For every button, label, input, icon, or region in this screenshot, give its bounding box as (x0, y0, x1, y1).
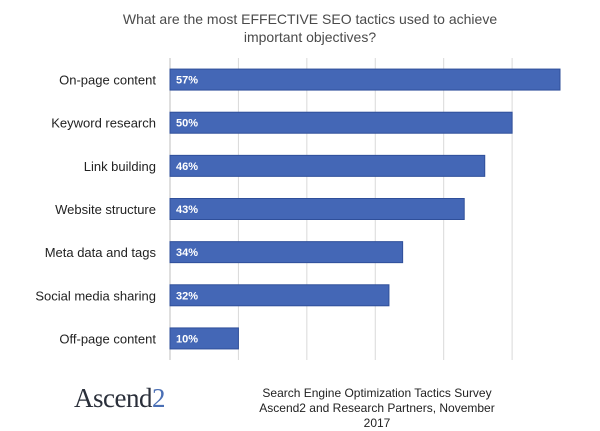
data-label: 50% (176, 118, 198, 130)
logo-number: 2 (151, 383, 166, 413)
data-label: 34% (176, 247, 198, 259)
bar (169, 198, 465, 220)
chart-title: What are the most EFFECTIVE SEO tactics … (122, 11, 498, 45)
category-label: Link building (84, 159, 156, 174)
category-label: Social media sharing (35, 288, 156, 303)
data-label: 32% (176, 290, 198, 302)
category-label: Off-page content (59, 331, 156, 346)
source-line-1: Search Engine Optimization Tactics Surve… (262, 386, 492, 400)
category-label: Website structure (55, 202, 156, 217)
bar (169, 154, 486, 177)
bar (169, 241, 404, 264)
bar (169, 284, 390, 307)
source-line-2: Ascend2 and Research Partners, November … (259, 401, 495, 430)
bar (169, 68, 561, 91)
data-label: 57% (176, 75, 198, 87)
source-note: Search Engine Optimization Tactics Surve… (252, 386, 502, 431)
data-label: 43% (176, 204, 198, 216)
bar (169, 327, 239, 350)
category-label: On-page content (59, 73, 156, 88)
ascend2-logo: Ascend2 (74, 383, 165, 413)
category-label: Keyword research (51, 116, 156, 131)
data-label: 46% (176, 161, 198, 173)
data-label: 10% (176, 333, 198, 345)
logo-word: Ascend (74, 383, 152, 413)
category-label: Meta data and tags (45, 245, 157, 260)
bar (169, 111, 513, 134)
